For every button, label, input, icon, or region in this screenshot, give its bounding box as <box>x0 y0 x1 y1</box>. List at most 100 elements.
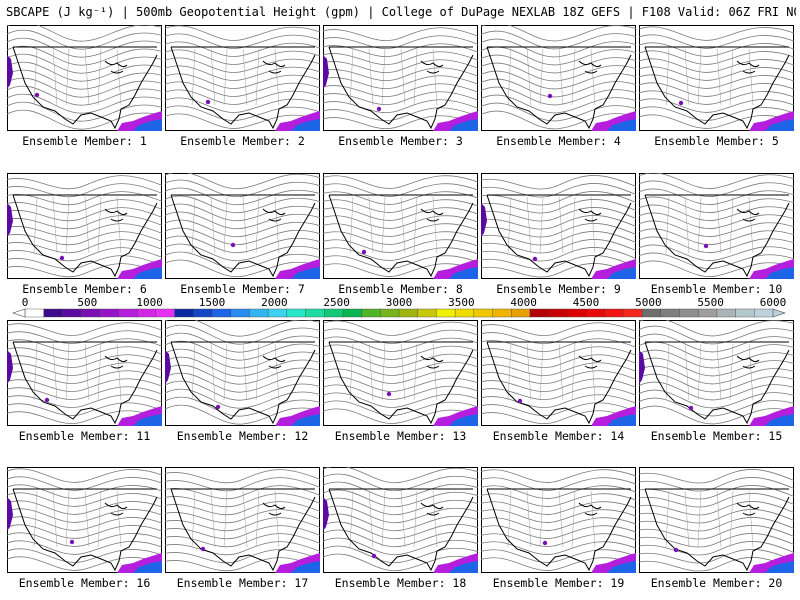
map-title: SBCAPE (J kg⁻¹) | 500mb Geopotential Hei… <box>6 5 796 19</box>
colorbar-swatch <box>380 308 400 318</box>
colorbar-swatch <box>305 308 325 318</box>
colorbar-swatch <box>417 308 437 318</box>
ensemble-map <box>7 320 162 426</box>
colorbar-tick-label: 6000 <box>759 296 787 309</box>
colorbar-swatch <box>193 308 213 318</box>
ensemble-member-label: Ensemble Member: 19 <box>492 576 625 590</box>
ensemble-member-label: Ensemble Member: 9 <box>496 282 621 296</box>
ensemble-map <box>165 173 320 279</box>
ensemble-map <box>481 320 636 426</box>
colorbar-swatch <box>361 308 381 318</box>
ensemble-panel: Ensemble Member: 12 <box>165 320 320 443</box>
colorbar-swatch <box>118 308 138 318</box>
colorbar-swatch <box>679 308 699 318</box>
ensemble-map <box>165 320 320 426</box>
ensemble-panel: Ensemble Member: 6 <box>7 173 162 296</box>
ensemble-member-label: Ensemble Member: 18 <box>334 576 467 590</box>
ensemble-map <box>481 173 636 279</box>
colorbar-swatch <box>286 308 306 318</box>
colorbar-tick-label: 1500 <box>198 296 226 309</box>
ensemble-map <box>7 25 162 131</box>
ensemble-map <box>481 467 636 573</box>
colorbar-swatch <box>529 308 550 318</box>
colorbar-swatch <box>155 308 176 318</box>
ensemble-map <box>323 173 478 279</box>
ensemble-member-label: Ensemble Member: 6 <box>22 282 147 296</box>
ensemble-member-label: Ensemble Member: 12 <box>176 429 309 443</box>
ensemble-map <box>639 467 794 573</box>
ensemble-map <box>323 467 478 573</box>
colorbar-tick-label: 5500 <box>697 296 724 309</box>
colorbar-swatch <box>754 308 774 318</box>
ensemble-map <box>165 25 320 131</box>
ensemble-panel: Ensemble Member: 18 <box>323 467 478 590</box>
ensemble-member-label: Ensemble Member: 10 <box>650 282 783 296</box>
colorbar-max-arrow <box>772 308 786 318</box>
ensemble-panel: Ensemble Member: 20 <box>639 467 794 590</box>
colorbar-min-arrow <box>12 308 26 318</box>
ensemble-map <box>165 467 320 573</box>
colorbar-swatch <box>99 308 120 318</box>
ensemble-panel: Ensemble Member: 3 <box>323 25 478 148</box>
colorbar-swatch <box>62 308 82 318</box>
ensemble-member-label: Ensemble Member: 4 <box>496 134 621 148</box>
colorbar-swatch <box>454 308 475 318</box>
colorbar-swatch <box>548 308 568 318</box>
ensemble-panel: Ensemble Member: 10 <box>639 173 794 296</box>
colorbar-swatch <box>342 308 363 318</box>
ensemble-map <box>639 25 794 131</box>
colorbar-swatch <box>230 308 250 318</box>
ensemble-panel: Ensemble Member: 5 <box>639 25 794 148</box>
colorbar-swatch <box>43 308 63 318</box>
colorbar-swatch <box>24 308 45 318</box>
ensemble-panel: Ensemble Member: 19 <box>481 467 636 590</box>
ensemble-map <box>7 467 162 573</box>
ensemble-panel: Ensemble Member: 8 <box>323 173 478 296</box>
ensemble-panel: Ensemble Member: 17 <box>165 467 320 590</box>
ensemble-panel: Ensemble Member: 9 <box>481 173 636 296</box>
colorbar-swatch <box>585 308 606 318</box>
colorbar-tick-label: 2500 <box>323 296 350 309</box>
colorbar-swatch <box>567 308 587 318</box>
colorbar-swatch <box>136 308 157 318</box>
ensemble-panel: Ensemble Member: 15 <box>639 320 794 443</box>
ensemble-member-label: Ensemble Member: 15 <box>650 429 783 443</box>
colorbar-swatch <box>473 308 493 318</box>
colorbar-tick-label: 5000 <box>635 296 662 309</box>
ensemble-member-label: Ensemble Member: 13 <box>334 429 467 443</box>
colorbar-scale <box>12 308 786 318</box>
colorbar-swatch <box>604 308 624 318</box>
ensemble-map <box>7 173 162 279</box>
ensemble-map <box>323 25 478 131</box>
ensemble-map <box>481 25 636 131</box>
ensemble-member-label: Ensemble Member: 20 <box>650 576 783 590</box>
colorbar-swatch <box>211 308 232 318</box>
ensemble-member-label: Ensemble Member: 8 <box>338 282 463 296</box>
ensemble-panel: Ensemble Member: 14 <box>481 320 636 443</box>
ensemble-panel: Ensemble Member: 13 <box>323 320 478 443</box>
colorbar-swatch <box>398 308 419 318</box>
ensemble-member-label: Ensemble Member: 1 <box>22 134 147 148</box>
colorbar-swatch <box>623 308 643 318</box>
colorbar-tick-label: 4500 <box>572 296 600 309</box>
colorbar-tick-label: 500 <box>77 296 98 309</box>
ensemble-panel: Ensemble Member: 11 <box>7 320 162 443</box>
cape-colorbar: 0 500 1000 1500 2000 2500 3000 3500 4000 4500 5000… <box>0 296 800 320</box>
colorbar-swatch <box>698 308 718 318</box>
colorbar-swatch <box>324 308 344 318</box>
ensemble-member-label: Ensemble Member: 7 <box>180 282 305 296</box>
ensemble-map <box>323 320 478 426</box>
ensemble-panel: Ensemble Member: 7 <box>165 173 320 296</box>
colorbar-swatch <box>249 308 269 318</box>
ensemble-panel: Ensemble Member: 2 <box>165 25 320 148</box>
ensemble-map <box>639 173 794 279</box>
colorbar-tick-label: 3500 <box>448 296 475 309</box>
colorbar-tick-label: 3000 <box>385 296 413 309</box>
colorbar-swatch <box>492 308 512 318</box>
colorbar-swatch <box>641 308 662 318</box>
ensemble-member-label: Ensemble Member: 14 <box>492 429 625 443</box>
ensemble-member-label: Ensemble Member: 3 <box>338 134 463 148</box>
ensemble-member-label: Ensemble Member: 2 <box>180 134 305 148</box>
colorbar-swatch <box>511 308 531 318</box>
colorbar-tick-label: 1000 <box>136 296 163 309</box>
